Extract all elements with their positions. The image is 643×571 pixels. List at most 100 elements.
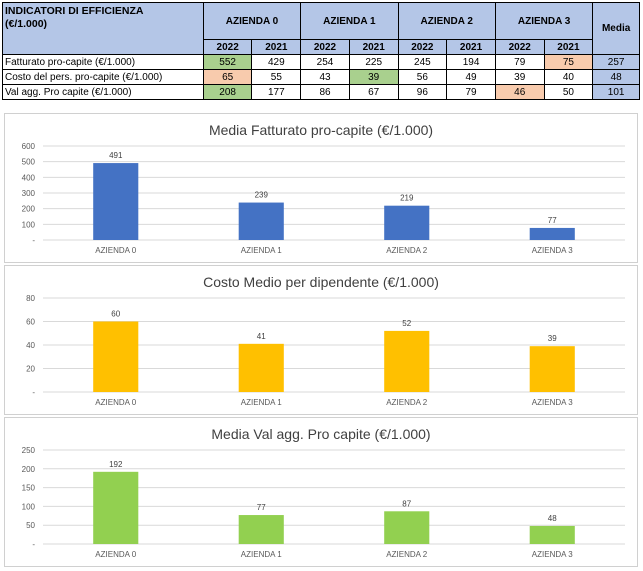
table-cell: 65: [202, 69, 253, 85]
x-tick-label: AZIENDA 2: [386, 550, 427, 559]
table-cell: 79: [494, 54, 545, 70]
year-header: 2021: [446, 39, 496, 55]
x-tick-label: AZIENDA 0: [95, 550, 136, 559]
y-tick-label: 500: [22, 158, 36, 167]
table-cell: 39: [494, 69, 545, 85]
table-row: Val agg. Pro capite (€/1.000) 208 177 86 67 9…: [2, 84, 640, 100]
x-tick-label: AZIENDA 0: [95, 246, 136, 255]
bar: [238, 202, 284, 240]
y-tick-label: -: [32, 540, 35, 549]
table-cell: 245: [397, 54, 448, 70]
avg-cell: 101: [592, 84, 640, 100]
x-tick-label: AZIENDA 1: [241, 550, 282, 559]
data-label: 77: [257, 503, 266, 512]
table-cell: 86: [300, 84, 350, 100]
bar: [93, 321, 139, 392]
bar: [238, 343, 284, 392]
x-tick-label: AZIENDA 0: [95, 398, 136, 407]
data-label: 41: [257, 332, 266, 341]
bar: [93, 163, 139, 240]
table-cell: 208: [202, 84, 253, 100]
avg-header: Media: [592, 2, 640, 55]
x-tick-label: AZIENDA 3: [532, 398, 573, 407]
x-tick-label: AZIENDA 3: [532, 246, 573, 255]
x-tick-label: AZIENDA 3: [532, 550, 573, 559]
table-cell: 75: [543, 54, 594, 70]
x-tick-label: AZIENDA 2: [386, 246, 427, 255]
x-tick-label: AZIENDA 2: [386, 398, 427, 407]
row-label: Fatturato pro-capite (€/1.000): [2, 54, 204, 70]
y-tick-label: -: [32, 388, 35, 397]
y-tick-label: 250: [22, 446, 36, 455]
company-header-3: AZIENDA 3: [494, 2, 594, 40]
company-header-1: AZIENDA 1: [300, 2, 399, 40]
y-tick-label: 60: [26, 318, 35, 327]
year-header: 2022: [202, 39, 253, 55]
company-header-0: AZIENDA 0: [202, 2, 302, 40]
chart-costo: Costo Medio per dipendente (€/1.000) - 20 4…: [26, 274, 625, 407]
data-label: 239: [255, 191, 269, 200]
table-title-line2: (€/1.000): [5, 18, 48, 30]
bar: [238, 515, 284, 544]
efficiency-table: INDICATORI DI EFFICIENZA (€/1.000) AZIEND…: [2, 2, 640, 100]
table-row: Costo del pers. pro-capite (€/1.000) 65 55…: [2, 69, 640, 85]
bar: [529, 525, 575, 544]
year-header: 2021: [543, 39, 594, 55]
data-label: 77: [548, 216, 557, 225]
data-label: 60: [111, 310, 120, 319]
year-header: 2021: [348, 39, 399, 55]
row-label: Costo del pers. pro-capite (€/1.000): [2, 69, 204, 85]
year-header: 2022: [494, 39, 545, 55]
chart-title: Media Fatturato pro-capite (€/1.000): [209, 122, 433, 138]
table-cell: 225: [348, 54, 399, 70]
bar: [384, 511, 430, 544]
y-tick-label: 100: [22, 502, 36, 511]
table-cell: 96: [397, 84, 448, 100]
table-cell: 194: [446, 54, 496, 70]
y-tick-label: 600: [22, 142, 36, 151]
x-tick-label: AZIENDA 1: [241, 398, 282, 407]
year-header: 2022: [300, 39, 350, 55]
data-label: 491: [109, 151, 123, 160]
bar: [93, 471, 139, 544]
y-tick-label: 200: [22, 205, 36, 214]
table-title: INDICATORI DI EFFICIENZA (€/1.000): [2, 2, 204, 55]
y-tick-label: 40: [26, 341, 35, 350]
avg-cell: 257: [592, 54, 640, 70]
row-label: Val agg. Pro capite (€/1.000): [2, 84, 204, 100]
y-tick-label: 50: [26, 521, 35, 530]
table-cell: 40: [543, 69, 594, 85]
table-cell: 46: [494, 84, 545, 100]
table-cell: 55: [251, 69, 302, 85]
table-cell: 177: [251, 84, 302, 100]
chart-title: Costo Medio per dipendente (€/1.000): [203, 274, 439, 290]
y-tick-label: -: [32, 236, 35, 245]
chart-panel-costo: Costo Medio per dipendente (€/1.000) - 20 4…: [4, 265, 638, 415]
avg-cell: 48: [592, 69, 640, 85]
bar: [529, 346, 575, 392]
table-cell: 79: [446, 84, 496, 100]
bar: [529, 227, 575, 240]
y-tick-label: 300: [22, 189, 36, 198]
chart-title: Media Val agg. Pro capite (€/1.000): [211, 426, 430, 442]
chart-fatturato: Media Fatturato pro-capite (€/1.000) - 100…: [22, 122, 625, 255]
table-row: Fatturato pro-capite (€/1.000) 552 429 254 2…: [2, 54, 640, 70]
chart-panel-val-agg: Media Val agg. Pro capite (€/1.000) - 50 10…: [4, 417, 638, 567]
table-cell: 429: [251, 54, 302, 70]
table-cell: 552: [202, 54, 253, 70]
bar: [384, 330, 430, 392]
y-tick-label: 100: [22, 220, 36, 229]
y-tick-label: 150: [22, 484, 36, 493]
table-cell: 39: [348, 69, 399, 85]
company-header-2: AZIENDA 2: [397, 2, 496, 40]
bar: [384, 205, 430, 240]
y-tick-label: 200: [22, 465, 36, 474]
data-label: 87: [402, 499, 411, 508]
table-cell: 67: [348, 84, 399, 100]
data-label: 39: [548, 334, 557, 343]
table-title-line1: INDICATORI DI EFFICIENZA: [5, 5, 144, 17]
chart-val-agg: Media Val agg. Pro capite (€/1.000) - 50 10…: [22, 426, 625, 559]
data-label: 48: [548, 514, 557, 523]
year-header: 2021: [251, 39, 302, 55]
data-label: 52: [402, 319, 411, 328]
